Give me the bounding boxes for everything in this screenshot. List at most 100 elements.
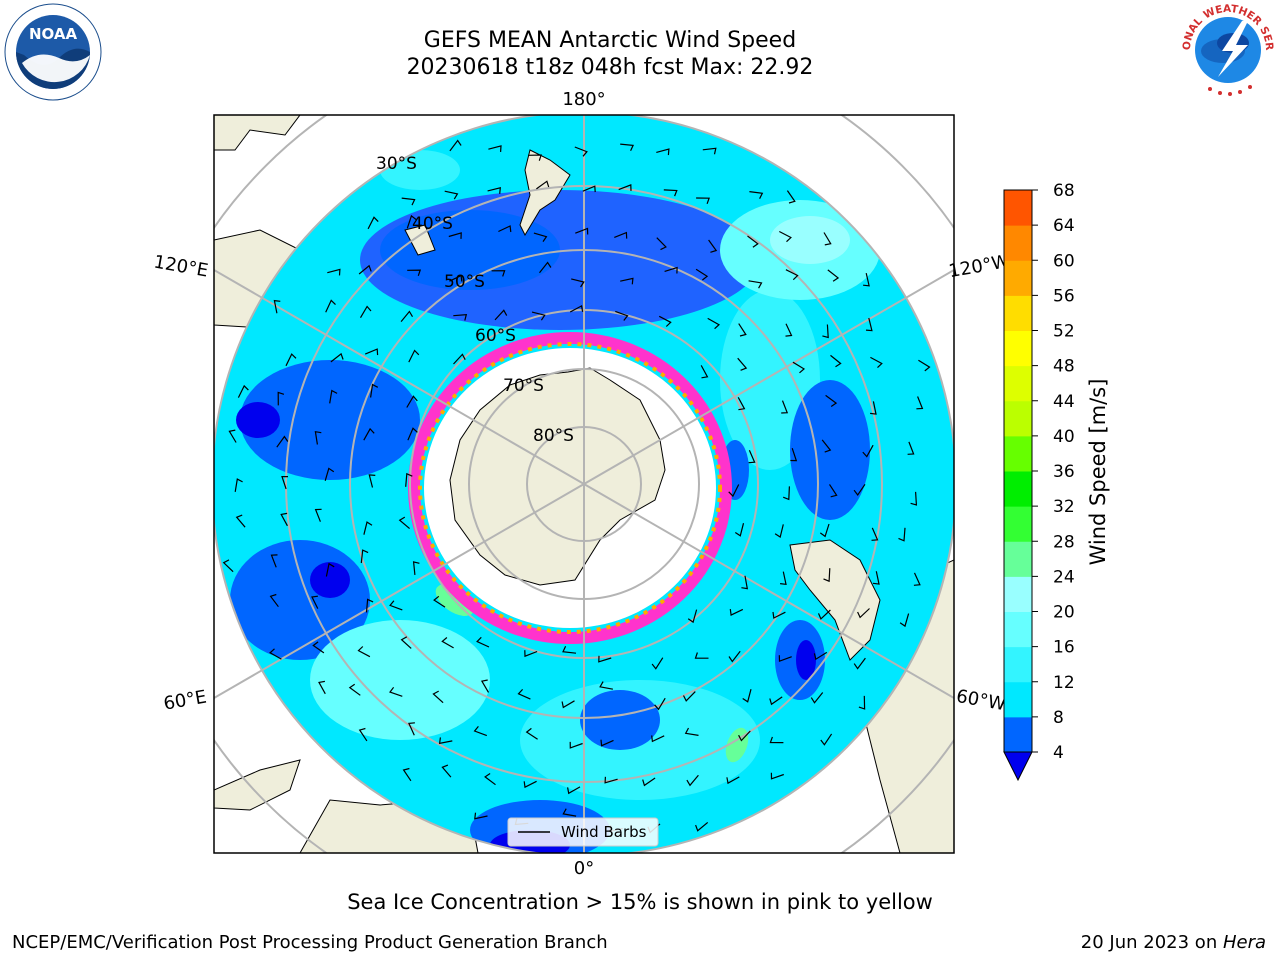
- wind-barb: [772, 611, 786, 619]
- wind-barb: [664, 266, 678, 274]
- wind-barb: [651, 657, 664, 670]
- wind-barb: [620, 143, 634, 152]
- wind-barb: [400, 310, 414, 322]
- colorbar-segment: [1004, 716, 1032, 753]
- wind-barb: [277, 391, 285, 406]
- wind-barb: [567, 786, 581, 795]
- wind-barb: [330, 352, 344, 363]
- colorbar-tick-label: 52: [1053, 322, 1075, 342]
- lat-label-70s: 70°S: [503, 376, 544, 396]
- wind-barb: [270, 554, 278, 568]
- colorbar-tick-label: 40: [1053, 427, 1075, 447]
- wind-barb: [728, 650, 741, 663]
- wind-barb: [407, 427, 418, 441]
- wind-barb: [569, 304, 584, 313]
- wind-barb: [695, 821, 709, 832]
- wind-barb: [770, 772, 784, 780]
- wind-barb: [853, 483, 866, 497]
- wind-barb: [792, 361, 806, 374]
- colorbar-segment: [1004, 611, 1032, 648]
- colorbar-segment: [1004, 576, 1032, 612]
- wind-barb: [228, 429, 237, 443]
- wind-barb: [825, 394, 838, 407]
- wind-barb: [438, 737, 453, 745]
- colorbar-tick-label: 24: [1053, 567, 1075, 587]
- wind-barb: [582, 185, 596, 193]
- credit-text: NCEP/EMC/Verification Post Processing Pr…: [12, 932, 608, 953]
- colorbar-extend-arrow: [1003, 751, 1033, 782]
- colorbar-segment: [1004, 400, 1032, 437]
- wind-barb: [853, 657, 866, 670]
- sea-ice-note: Sea Ice Concentration > 15% is shown in …: [347, 890, 933, 914]
- wind-barb: [913, 572, 921, 586]
- map-area: Wind Barbs: [214, 115, 954, 853]
- colorbar-segment: [1004, 471, 1032, 507]
- wind-barb: [441, 764, 452, 778]
- landmass-inner: [404, 149, 881, 661]
- colorbar-tick-label: 8: [1053, 708, 1064, 728]
- colorbar-tick-label: 20: [1053, 603, 1075, 623]
- wind-barb: [318, 680, 326, 695]
- wind-barb: [728, 484, 740, 498]
- colorbar-segment: [1004, 225, 1032, 261]
- wind-barb: [365, 598, 374, 613]
- wind-barb: [314, 508, 322, 522]
- wind-barb: [276, 435, 289, 448]
- wind-barb: [324, 467, 335, 481]
- wind-barb: [694, 652, 709, 659]
- wind-barb: [737, 357, 748, 371]
- wind-barb: [569, 741, 583, 749]
- wind-barb: [686, 774, 699, 787]
- wind-barb: [684, 727, 699, 736]
- wind-barb: [325, 299, 336, 313]
- wind-barb: [654, 697, 666, 711]
- wind-barb: [785, 323, 793, 337]
- wind-barb: [473, 726, 488, 737]
- colorbar-tick-label: 32: [1053, 497, 1075, 517]
- wind-barb: [870, 401, 877, 415]
- lat-label-60s: 60°S: [475, 326, 516, 346]
- wind-barb: [780, 571, 787, 585]
- wind-barb: [474, 812, 488, 820]
- wind-barb: [281, 476, 288, 490]
- wind-barb: [358, 727, 368, 742]
- colorbar-segment: [1004, 541, 1032, 577]
- colorbar-tick-label: 4: [1053, 743, 1064, 763]
- wind-barb: [574, 146, 588, 157]
- wind-barb: [329, 389, 338, 404]
- wind-barb: [656, 237, 667, 251]
- run-host: Hera: [1222, 932, 1266, 953]
- colorbar-tick-label: 36: [1053, 462, 1075, 482]
- wind-barb: [827, 269, 840, 282]
- wind-barb: [707, 317, 721, 330]
- wind-barb: [389, 686, 403, 697]
- lon-label-60w: 60°W: [955, 686, 1008, 715]
- wind-barb: [810, 692, 824, 704]
- wind-barb: [821, 439, 832, 453]
- colorbar-segment: [1004, 260, 1032, 296]
- wind-barb: [358, 264, 372, 275]
- wind-barb: [531, 311, 546, 321]
- colorbar-tick-label: 44: [1053, 392, 1075, 412]
- wind-barb: [571, 278, 585, 288]
- wind-barb: [747, 235, 759, 248]
- wind-barb: [525, 727, 538, 740]
- wind-barb: [405, 472, 413, 487]
- colorbar-segment: [1004, 506, 1032, 542]
- wind-barb: [598, 655, 612, 663]
- wind-barb-legend: Wind Barbs: [507, 817, 659, 847]
- wind-barb: [487, 187, 501, 194]
- wind-barb: [615, 310, 629, 321]
- wind-barb: [863, 272, 870, 287]
- wind-barb: [528, 154, 542, 161]
- chart-subtitle: 20230618 t18z 048h fcst Max: 22.92: [406, 55, 814, 80]
- wind-barb: [449, 274, 463, 282]
- colorbar-segment: [1004, 190, 1032, 226]
- chart-title: GEFS MEAN Antarctic Wind Speed: [423, 28, 797, 53]
- wind-barb: [737, 397, 746, 411]
- wind-barb: [858, 695, 866, 710]
- wind-barb: [408, 722, 415, 736]
- wind-barb: [790, 448, 798, 462]
- wind-barb: [408, 349, 420, 363]
- colorbar-segment: [1004, 330, 1032, 367]
